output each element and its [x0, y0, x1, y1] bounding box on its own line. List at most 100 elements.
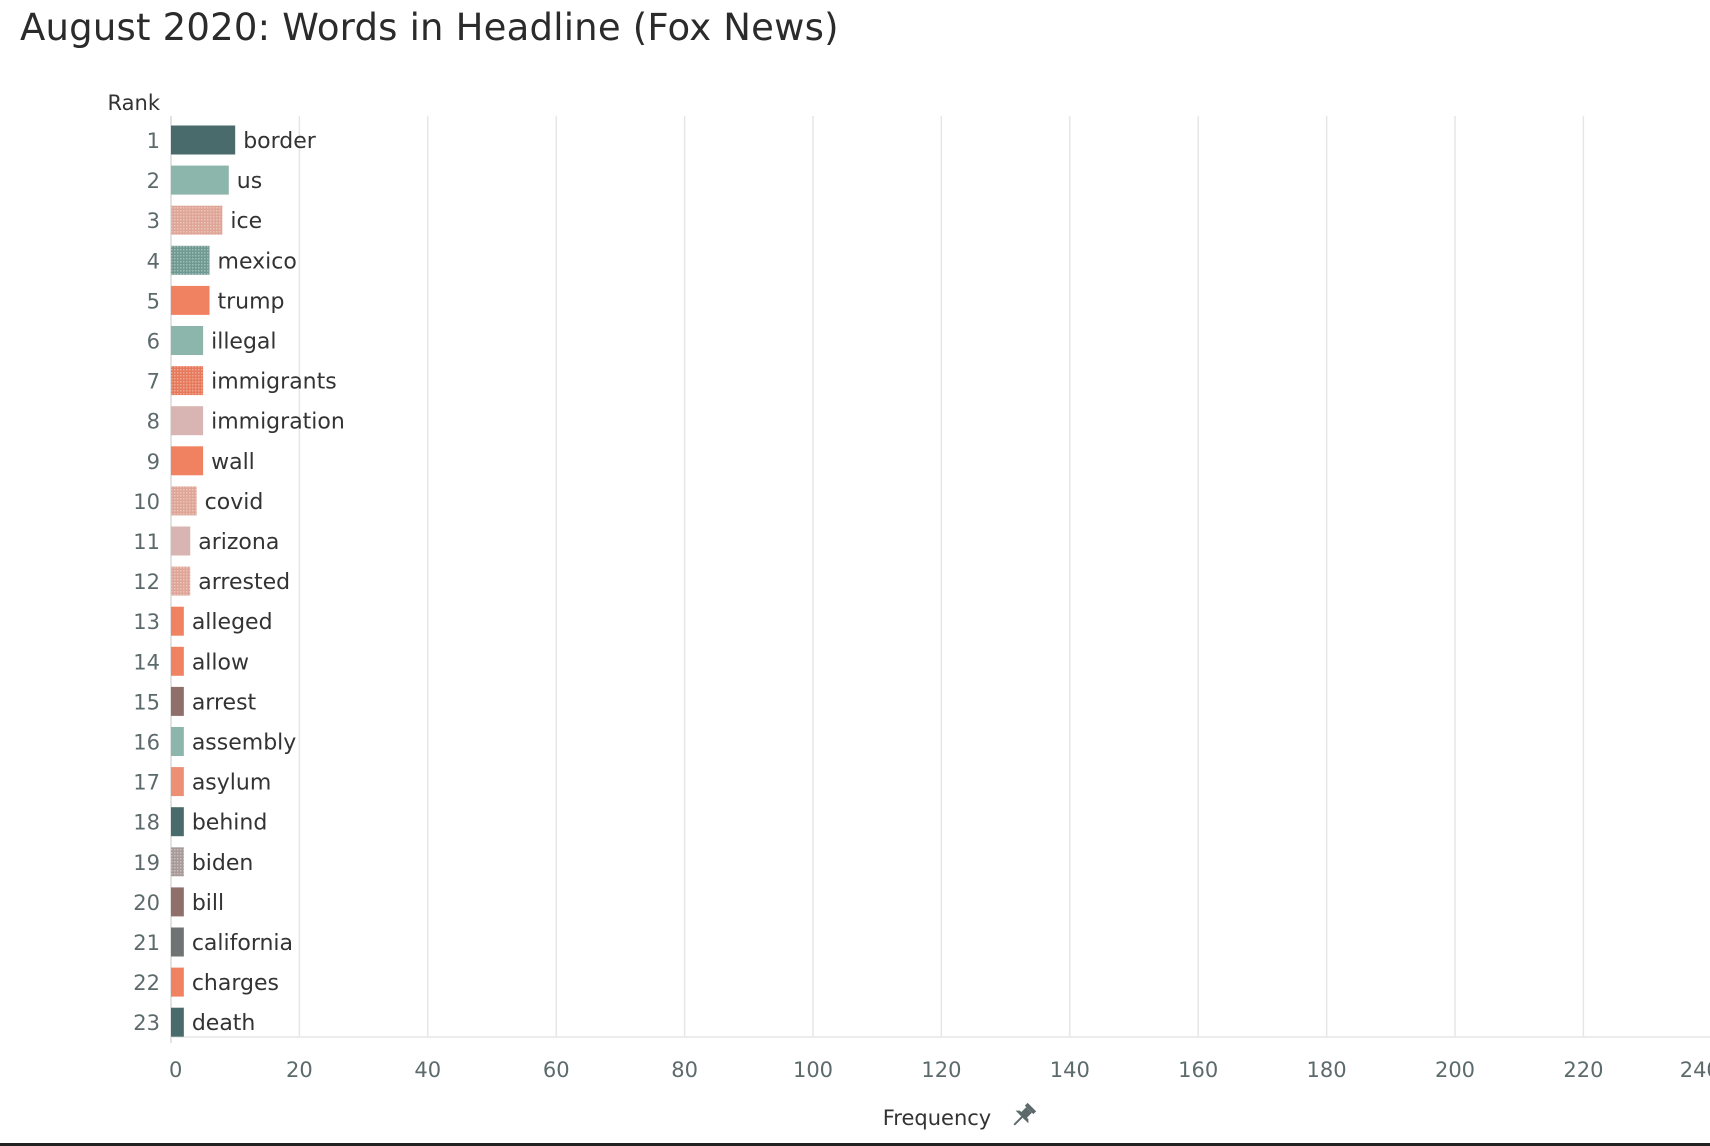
bar-row[interactable]: 6 illegal [147, 326, 277, 355]
pin-icon[interactable] [1008, 1101, 1038, 1131]
word-label: death [192, 1011, 256, 1036]
bar[interactable] [171, 245, 210, 275]
x-tick-label: 0 [169, 1058, 182, 1082]
bar[interactable] [171, 566, 191, 596]
word-label: biden [192, 851, 254, 876]
bar[interactable] [171, 526, 191, 556]
x-tick-label: 140 [1050, 1058, 1090, 1082]
bar-row[interactable]: 15 arrest [133, 686, 257, 716]
word-label: asylum [192, 771, 271, 796]
bar[interactable] [171, 767, 184, 797]
bar-row[interactable]: 21 california [133, 927, 293, 957]
bar-row[interactable]: 3 ice [147, 205, 262, 235]
bar-row[interactable]: 5 trump [147, 285, 285, 315]
rank-label: 10 [133, 490, 160, 514]
bar-row[interactable]: 9 wall [147, 446, 255, 476]
rank-label: 18 [133, 811, 160, 835]
x-tick-label: 80 [671, 1058, 698, 1082]
bar[interactable] [171, 285, 210, 315]
bar-row[interactable]: 19 biden [133, 847, 254, 877]
rank-label: 12 [133, 570, 160, 594]
bar-row[interactable]: 1 border [147, 125, 317, 155]
rank-label: 23 [133, 1011, 160, 1035]
bar-row[interactable]: 2 us [147, 165, 263, 195]
rank-label: 8 [147, 410, 160, 434]
rank-label: 11 [133, 530, 160, 554]
word-label: immigrants [211, 370, 337, 395]
word-label: covid [205, 490, 264, 515]
x-tick-label: 60 [543, 1058, 570, 1082]
bar-row[interactable]: 11 arizona [133, 526, 279, 556]
bar-row[interactable]: 14 allow [133, 646, 249, 676]
bar[interactable] [171, 366, 204, 396]
bar-row[interactable]: 4 mexico [147, 245, 297, 275]
word-label: arizona [198, 530, 279, 555]
word-label: mexico [218, 249, 297, 274]
bar[interactable] [171, 727, 184, 756]
bar-row[interactable]: 10 covid [133, 486, 264, 516]
bar-row[interactable]: 8 immigration [147, 406, 345, 436]
word-label: wall [211, 450, 255, 475]
word-label: charges [192, 971, 279, 996]
bar[interactable] [171, 807, 184, 837]
word-label: alleged [192, 610, 273, 635]
rank-label: 3 [147, 209, 160, 233]
bar[interactable] [171, 646, 184, 676]
rank-label: 6 [147, 330, 160, 354]
bar[interactable] [171, 847, 184, 877]
word-label: border [243, 129, 317, 154]
bar[interactable] [171, 927, 184, 957]
x-tick-label: 220 [1563, 1058, 1603, 1082]
rank-label: 9 [147, 450, 160, 474]
rank-label: 15 [133, 690, 160, 714]
rank-label: 20 [133, 891, 160, 915]
bar[interactable] [171, 446, 204, 476]
x-tick-label: 20 [286, 1058, 313, 1082]
rank-label: 13 [133, 610, 160, 634]
bar[interactable] [171, 686, 184, 716]
rank-label: 4 [147, 249, 160, 273]
bar-row[interactable]: 22 charges [133, 967, 279, 997]
bar-row[interactable]: 7 immigrants [147, 366, 337, 396]
rank-label: 17 [133, 771, 160, 795]
x-tick-label: 100 [793, 1058, 833, 1082]
bar[interactable] [171, 967, 184, 997]
bar-row[interactable]: 12 arrested [133, 566, 290, 596]
word-label: arrested [198, 570, 290, 595]
rank-label: 2 [147, 169, 160, 193]
bar-row[interactable]: 16 assembly [133, 727, 296, 756]
bar[interactable] [171, 486, 197, 516]
bar[interactable] [171, 326, 204, 355]
bar[interactable] [171, 406, 204, 436]
bar-row[interactable]: 13 alleged [133, 606, 273, 636]
word-label: us [237, 169, 262, 194]
bar[interactable] [171, 606, 184, 636]
bar[interactable] [171, 165, 229, 195]
rank-label: 7 [147, 370, 160, 394]
gridlines [170, 116, 1710, 1043]
rank-label: 19 [133, 851, 160, 875]
word-label: assembly [192, 731, 296, 756]
word-label: allow [192, 650, 249, 675]
bar-rows: 1 border 2 us 3 ice 4 mexico 5 trump 6 illegal 7 immi… [133, 125, 345, 1037]
x-tick-label: 240 [1680, 1058, 1710, 1082]
bar-row[interactable]: 18 behind [133, 807, 267, 837]
bar-row[interactable]: 17 asylum [133, 767, 271, 797]
word-label: trump [218, 289, 285, 314]
word-label: california [192, 931, 293, 956]
bar[interactable] [171, 1007, 184, 1037]
rank-label: 16 [133, 731, 160, 755]
bar-row[interactable]: 23 death [133, 1007, 256, 1037]
bar[interactable] [171, 205, 223, 235]
x-tick-label: 160 [1178, 1058, 1218, 1082]
rank-label: 21 [133, 931, 160, 955]
word-label: illegal [211, 330, 276, 355]
x-tick-label: 40 [414, 1058, 441, 1082]
bar[interactable] [171, 887, 184, 917]
bar[interactable] [171, 125, 236, 155]
x-tick-label: 200 [1435, 1058, 1475, 1082]
bottom-border [0, 1143, 1710, 1146]
bar-row[interactable]: 20 bill [133, 887, 224, 917]
rank-column-header: Rank [108, 91, 161, 115]
x-axis-title[interactable]: Frequency [883, 1106, 992, 1130]
